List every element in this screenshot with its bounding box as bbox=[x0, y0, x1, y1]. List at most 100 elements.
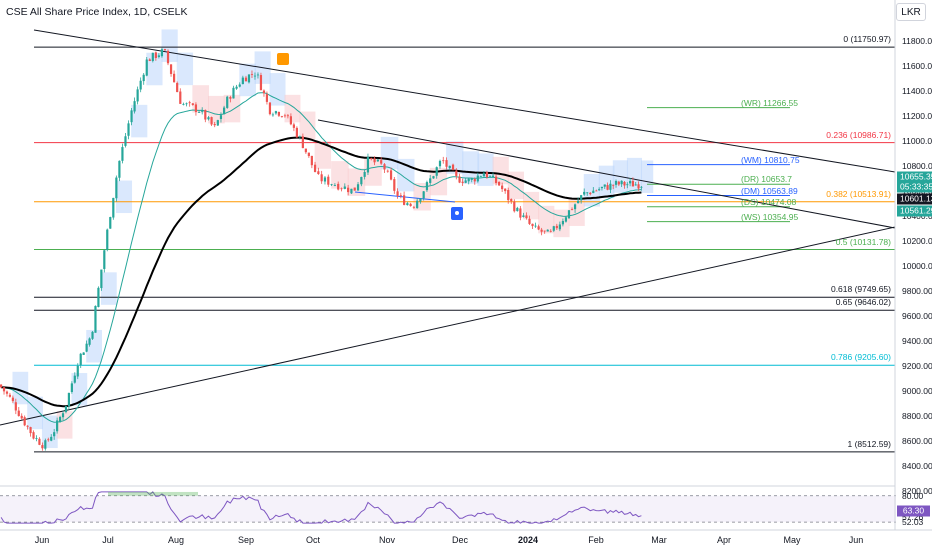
fib-label: 0.65 (9646.02) bbox=[835, 297, 891, 308]
candlestick bbox=[445, 157, 448, 170]
candlestick bbox=[494, 174, 498, 186]
candle-body bbox=[145, 59, 148, 76]
rsi-pane[interactable] bbox=[0, 491, 896, 524]
candlestick bbox=[614, 179, 618, 188]
x-tick-label: Aug bbox=[167, 535, 185, 545]
x-tick-label: Dec bbox=[451, 535, 469, 545]
candle-body bbox=[603, 184, 606, 187]
upper-trend-line bbox=[33, 29, 896, 173]
candlestick bbox=[56, 417, 59, 434]
trend-lines[interactable] bbox=[0, 29, 896, 426]
candle-body bbox=[476, 175, 479, 182]
candle-body bbox=[253, 75, 257, 77]
candlestick bbox=[386, 169, 389, 173]
candle-body bbox=[2, 387, 6, 392]
candle-body bbox=[422, 191, 425, 199]
y-tick-label: 8400.00 bbox=[902, 461, 932, 471]
candle-body bbox=[64, 406, 68, 413]
candle-body bbox=[38, 438, 41, 445]
candlestick bbox=[292, 122, 295, 132]
candlestick bbox=[333, 183, 336, 187]
candlestick bbox=[38, 437, 41, 446]
candlestick bbox=[455, 168, 458, 180]
candlestick bbox=[100, 269, 103, 291]
candlestick bbox=[412, 205, 415, 209]
currency-button[interactable]: LKR bbox=[896, 3, 926, 21]
candle-body bbox=[262, 90, 266, 94]
candle-body bbox=[389, 170, 393, 180]
chart-markers[interactable] bbox=[277, 53, 463, 220]
candle-body bbox=[570, 209, 574, 210]
candlestick bbox=[555, 223, 558, 231]
candle-body bbox=[32, 432, 35, 439]
candlestick bbox=[425, 180, 429, 193]
candlestick bbox=[58, 415, 62, 423]
candlestick bbox=[163, 48, 167, 51]
candlestick bbox=[497, 181, 501, 187]
candle-body bbox=[620, 180, 623, 185]
candle-body bbox=[179, 91, 182, 104]
rsi-line bbox=[0, 491, 642, 524]
candle-body bbox=[438, 160, 442, 167]
candle-body bbox=[226, 96, 229, 108]
candlestick bbox=[583, 188, 586, 196]
candlestick bbox=[522, 212, 525, 218]
candle-body bbox=[58, 416, 62, 422]
candle-body bbox=[586, 192, 589, 194]
candle-body bbox=[121, 147, 124, 161]
candle-body bbox=[295, 127, 298, 138]
candlestick bbox=[115, 175, 118, 202]
candle-body bbox=[289, 116, 292, 125]
candle-body bbox=[250, 74, 254, 75]
y-tick-label: 9000.00 bbox=[902, 386, 932, 396]
candlestick bbox=[577, 197, 580, 204]
candlestick bbox=[204, 109, 207, 123]
candle-body bbox=[442, 160, 445, 162]
candle-body bbox=[91, 331, 94, 339]
candlestick bbox=[250, 70, 254, 79]
candlestick bbox=[451, 163, 455, 171]
candle-body bbox=[56, 420, 59, 432]
candle-body bbox=[366, 156, 370, 173]
fibonacci-retracement[interactable] bbox=[34, 46, 895, 453]
candle-body bbox=[197, 112, 201, 113]
candlestick bbox=[79, 352, 82, 369]
dividend-marker-dot bbox=[455, 211, 459, 215]
candle-body bbox=[23, 417, 26, 426]
pivot-label: (DR) 10653.7 bbox=[741, 174, 793, 185]
rsi-tick-label: 52.03 bbox=[902, 517, 924, 528]
candle-body bbox=[419, 198, 422, 202]
candlestick bbox=[277, 111, 281, 118]
candle-body bbox=[479, 175, 482, 177]
y-tick-label: 11200.00 bbox=[902, 111, 932, 121]
candle-body bbox=[534, 225, 537, 227]
candle-body bbox=[109, 217, 112, 229]
cloud-segment bbox=[429, 167, 448, 196]
x-tick-label: Jun bbox=[34, 535, 50, 545]
candlestick bbox=[491, 172, 495, 178]
candle-body bbox=[617, 181, 620, 185]
candle-body bbox=[386, 170, 389, 172]
candlestick bbox=[320, 170, 323, 184]
candlestick bbox=[370, 157, 373, 161]
candle-body bbox=[628, 181, 632, 184]
candlestick bbox=[507, 187, 510, 204]
candlestick bbox=[136, 86, 139, 105]
candle-body bbox=[409, 203, 412, 207]
candlestick bbox=[580, 194, 583, 204]
candlestick bbox=[429, 174, 432, 185]
candlestick bbox=[432, 175, 435, 179]
candlestick bbox=[188, 100, 191, 107]
candle-body bbox=[268, 102, 272, 115]
candle-body bbox=[525, 215, 528, 219]
candlestick bbox=[612, 184, 615, 190]
cloud-segment bbox=[331, 161, 349, 189]
candle-body bbox=[118, 160, 121, 178]
candle-body bbox=[451, 164, 455, 171]
candlestick bbox=[637, 181, 640, 191]
candle-body bbox=[317, 171, 320, 175]
candlestick bbox=[176, 81, 179, 93]
candle-body bbox=[61, 413, 65, 418]
candle-body bbox=[467, 178, 470, 182]
